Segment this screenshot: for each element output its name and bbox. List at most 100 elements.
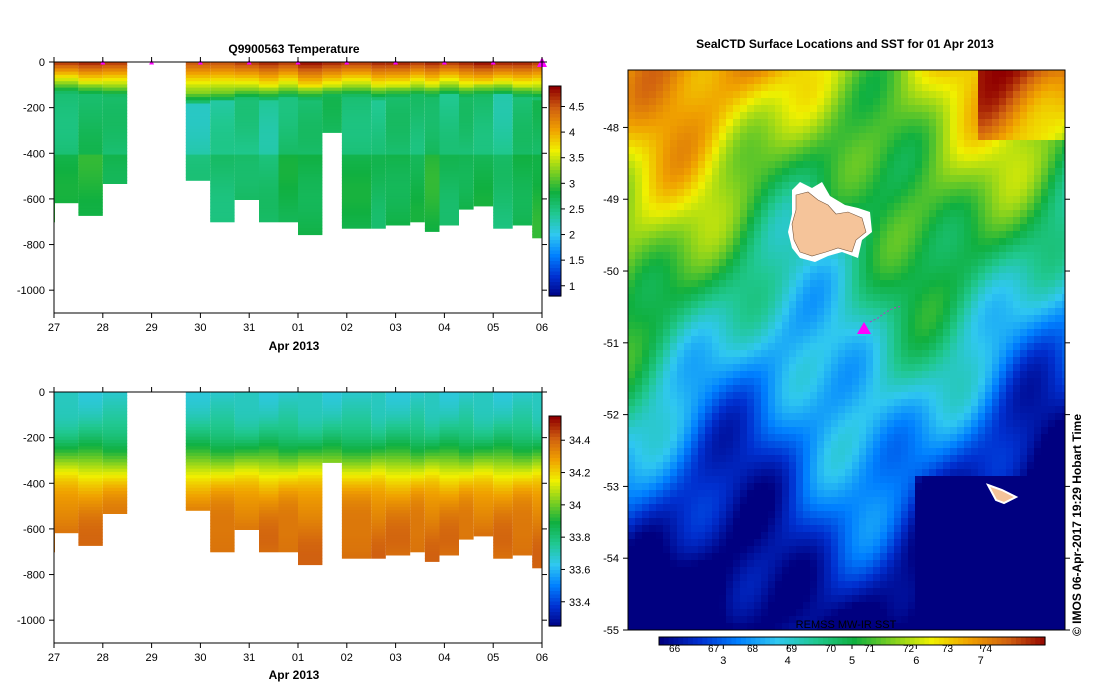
t-cell	[102, 177, 128, 181]
sst-cell	[852, 322, 860, 330]
t-cell	[322, 129, 342, 133]
t-cell	[532, 74, 542, 79]
sst-cell	[999, 301, 1007, 309]
sst-cell	[726, 84, 734, 92]
t-cell	[459, 78, 474, 82]
sst-cell	[782, 147, 790, 155]
sst-cell	[768, 301, 776, 309]
sst-cell	[1055, 161, 1063, 169]
sst-cell	[698, 161, 706, 169]
sst-cell	[691, 266, 699, 274]
sst-cell	[971, 98, 979, 106]
sst-cell	[677, 126, 685, 134]
s-cell	[278, 392, 298, 396]
sst-cell	[670, 112, 678, 120]
sst-cell	[894, 210, 902, 218]
s-cell	[78, 439, 103, 444]
colorbar-tick-label: 34.4	[569, 435, 590, 447]
sst-cell	[747, 189, 755, 197]
sst-cell	[831, 168, 839, 176]
sst-cell	[1027, 126, 1035, 134]
s-cell	[341, 519, 372, 524]
s-cell	[298, 423, 323, 428]
sst-cell	[663, 217, 671, 225]
s-cell	[185, 446, 211, 451]
t-cell	[439, 87, 459, 92]
t-cell	[341, 224, 372, 229]
s-cell	[493, 452, 513, 457]
sst-cell	[733, 140, 741, 148]
sst-cell	[866, 238, 874, 246]
sst-cell	[1062, 140, 1065, 148]
sst-cell	[796, 287, 804, 295]
t-cell	[341, 87, 372, 92]
sst-cell	[1020, 231, 1028, 239]
x-tick-label: 04	[438, 322, 450, 334]
y-tick-label: -400	[23, 478, 45, 490]
t-cell	[78, 122, 103, 127]
s-cell	[371, 510, 386, 514]
sst-cell	[740, 322, 748, 330]
t-cell	[78, 125, 103, 130]
t-cell	[512, 65, 533, 69]
sst-cell	[1027, 147, 1035, 155]
sst-cell	[712, 245, 720, 253]
sst-cell	[887, 84, 895, 92]
sst-cell	[1027, 217, 1035, 225]
sst-cell	[978, 273, 986, 281]
sst-cell	[1055, 210, 1063, 218]
t-cell	[439, 68, 459, 73]
sst-cell	[943, 350, 951, 358]
sst-cell	[628, 119, 636, 127]
sst-cell	[859, 308, 867, 316]
sst-cell	[642, 168, 650, 176]
t-cell	[532, 125, 542, 130]
sst-cell	[1055, 315, 1063, 323]
sst-cell	[649, 147, 657, 155]
sst-cell	[754, 119, 762, 127]
t-cell	[473, 78, 494, 82]
sst-cell	[978, 280, 986, 288]
sst-cell	[705, 98, 713, 106]
t-cell	[322, 65, 342, 69]
s-cell	[512, 551, 533, 556]
t-cell	[210, 138, 235, 143]
sst-cell	[817, 329, 825, 337]
t-cell	[298, 154, 323, 159]
t-cell	[493, 129, 513, 133]
sst-cell	[698, 196, 706, 204]
sst-cell	[845, 329, 853, 337]
sst-cell	[649, 329, 657, 337]
sst-cell	[677, 175, 685, 183]
sst-cell	[943, 112, 951, 120]
s-cell	[102, 433, 128, 438]
t-cell	[439, 193, 459, 197]
sst-cell	[929, 301, 937, 309]
sst-cell	[887, 112, 895, 120]
t-cell	[102, 135, 128, 140]
sst-cell	[978, 182, 986, 190]
sst-cell	[803, 329, 811, 337]
sst-cell	[1048, 203, 1056, 211]
sst-cell	[859, 266, 867, 274]
sst-cell	[677, 245, 685, 253]
sst-cell	[838, 329, 846, 337]
sst-cell	[747, 175, 755, 183]
sst-cell	[824, 84, 832, 92]
sst-cell	[866, 280, 874, 288]
sst-cell	[978, 168, 986, 176]
colorbar-segment	[549, 128, 561, 133]
sst-cell	[1062, 182, 1065, 190]
s-cell	[298, 392, 323, 396]
sst-cell	[796, 322, 804, 330]
s-cell	[439, 414, 459, 419]
s-cell	[371, 471, 386, 476]
sst-cell	[880, 196, 888, 204]
sst-cell	[733, 343, 741, 351]
sst-cell	[789, 343, 797, 351]
sst-cell	[782, 343, 790, 351]
s-cell	[78, 408, 103, 412]
s-cell	[439, 487, 459, 492]
t-cell	[473, 100, 494, 105]
sst-cell	[628, 357, 636, 365]
